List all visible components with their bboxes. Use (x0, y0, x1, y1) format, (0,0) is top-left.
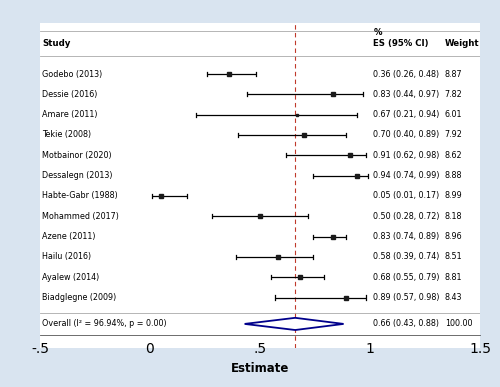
Text: Hailu (2016): Hailu (2016) (42, 252, 92, 261)
Text: Amare (2011): Amare (2011) (42, 110, 98, 119)
Text: 0.83 (0.44, 0.97): 0.83 (0.44, 0.97) (374, 90, 440, 99)
Text: Mohammed (2017): Mohammed (2017) (42, 212, 119, 221)
Text: 0.67 (0.21, 0.94): 0.67 (0.21, 0.94) (374, 110, 440, 119)
Text: 8.81: 8.81 (445, 273, 462, 282)
Text: 0.50 (0.28, 0.72): 0.50 (0.28, 0.72) (374, 212, 440, 221)
Text: 0.36 (0.26, 0.48): 0.36 (0.26, 0.48) (374, 70, 440, 79)
Text: 8.43: 8.43 (445, 293, 462, 302)
Text: Tekie (2008): Tekie (2008) (42, 130, 92, 139)
Text: 7.82: 7.82 (445, 90, 462, 99)
Text: 8.51: 8.51 (445, 252, 462, 261)
Text: %: % (374, 28, 382, 37)
Text: 0.83 (0.74, 0.89): 0.83 (0.74, 0.89) (374, 232, 440, 241)
Text: 0.91 (0.62, 0.98): 0.91 (0.62, 0.98) (374, 151, 440, 160)
Text: 8.96: 8.96 (445, 232, 462, 241)
Text: 0.58 (0.39, 0.74): 0.58 (0.39, 0.74) (374, 252, 440, 261)
Text: 6.01: 6.01 (445, 110, 462, 119)
Text: Habte-Gabr (1988): Habte-Gabr (1988) (42, 192, 118, 200)
Text: 100.00: 100.00 (445, 319, 472, 329)
Text: 0.66 (0.43, 0.88): 0.66 (0.43, 0.88) (374, 319, 440, 329)
Text: Overall (I² = 96.94%, p = 0.00): Overall (I² = 96.94%, p = 0.00) (42, 319, 167, 329)
Text: 0.68 (0.55, 0.79): 0.68 (0.55, 0.79) (374, 273, 440, 282)
Polygon shape (244, 318, 344, 330)
Text: Godebo (2013): Godebo (2013) (42, 70, 102, 79)
Text: Weight: Weight (445, 39, 480, 48)
Text: 7.92: 7.92 (445, 130, 462, 139)
Text: 8.62: 8.62 (445, 151, 462, 160)
Text: 8.88: 8.88 (445, 171, 462, 180)
Text: 0.94 (0.74, 0.99): 0.94 (0.74, 0.99) (374, 171, 440, 180)
Text: 0.05 (0.01, 0.17): 0.05 (0.01, 0.17) (374, 192, 440, 200)
Text: Dessalegn (2013): Dessalegn (2013) (42, 171, 112, 180)
Text: Motbainor (2020): Motbainor (2020) (42, 151, 112, 160)
X-axis label: Estimate: Estimate (231, 361, 289, 375)
Text: Biadglegne (2009): Biadglegne (2009) (42, 293, 117, 302)
Text: 0.70 (0.40, 0.89): 0.70 (0.40, 0.89) (374, 130, 440, 139)
Text: Ayalew (2014): Ayalew (2014) (42, 273, 100, 282)
Text: 8.18: 8.18 (445, 212, 462, 221)
Text: Azene (2011): Azene (2011) (42, 232, 96, 241)
Text: 0.89 (0.57, 0.98): 0.89 (0.57, 0.98) (374, 293, 440, 302)
Text: ES (95% CI): ES (95% CI) (374, 39, 429, 48)
Text: 8.87: 8.87 (445, 70, 462, 79)
Text: Study: Study (42, 39, 70, 48)
Text: 8.99: 8.99 (445, 192, 462, 200)
Text: Dessie (2016): Dessie (2016) (42, 90, 98, 99)
